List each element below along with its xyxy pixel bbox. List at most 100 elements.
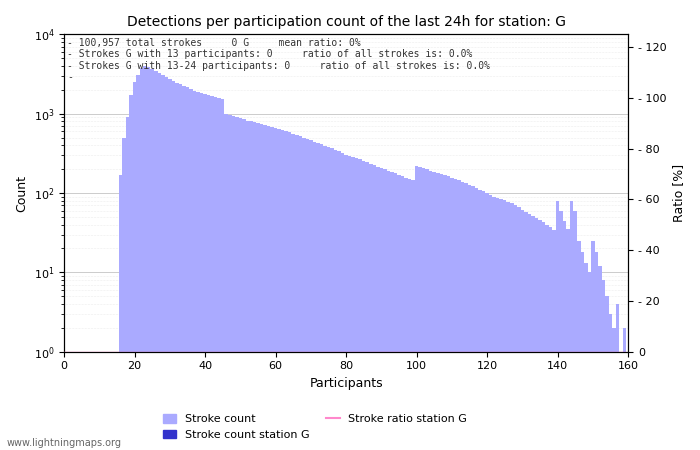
- Text: - 100,957 total strokes     0 G     mean ratio: 0%
- Strokes G with 13 participa: - 100,957 total strokes 0 G mean ratio: …: [67, 37, 490, 82]
- Bar: [136, 75, 140, 450]
- Bar: [535, 218, 538, 450]
- Stroke ratio station G: [423, 349, 431, 355]
- Y-axis label: Ratio [%]: Ratio [%]: [672, 164, 685, 222]
- Bar: [186, 87, 189, 450]
- Bar: [351, 157, 355, 450]
- Bar: [253, 122, 256, 450]
- Bar: [461, 182, 464, 450]
- Bar: [337, 151, 341, 450]
- Bar: [140, 68, 143, 450]
- Bar: [412, 180, 415, 450]
- Legend: Stroke count, Stroke count station G, Stroke ratio station G: Stroke count, Stroke count station G, St…: [158, 410, 472, 445]
- X-axis label: Participants: Participants: [309, 377, 383, 390]
- Stroke ratio station G: [620, 349, 629, 355]
- Bar: [386, 171, 390, 450]
- Stroke ratio station G: [218, 349, 227, 355]
- Bar: [426, 170, 429, 450]
- Bar: [211, 96, 214, 450]
- Bar: [478, 190, 482, 450]
- Bar: [507, 202, 510, 450]
- Bar: [440, 174, 443, 450]
- Bar: [471, 186, 475, 450]
- Bar: [365, 162, 369, 450]
- Bar: [436, 173, 440, 450]
- Bar: [235, 117, 239, 450]
- Bar: [584, 263, 587, 450]
- Bar: [450, 178, 454, 450]
- Bar: [598, 266, 602, 450]
- Bar: [147, 67, 150, 450]
- Title: Detections per participation count of the last 24h for station: G: Detections per participation count of th…: [127, 15, 566, 29]
- Bar: [221, 99, 225, 450]
- Bar: [291, 134, 295, 450]
- Bar: [489, 195, 492, 450]
- Bar: [362, 161, 365, 450]
- Bar: [164, 77, 168, 450]
- Bar: [405, 178, 408, 450]
- Bar: [587, 272, 591, 450]
- Bar: [242, 119, 246, 450]
- Bar: [400, 176, 405, 450]
- Bar: [277, 129, 281, 450]
- Bar: [602, 280, 606, 450]
- Bar: [517, 207, 521, 450]
- Bar: [552, 230, 556, 450]
- Bar: [372, 165, 376, 450]
- Bar: [246, 121, 249, 450]
- Bar: [549, 227, 552, 450]
- Bar: [443, 176, 447, 450]
- Bar: [260, 124, 263, 450]
- Bar: [313, 142, 316, 450]
- Bar: [545, 225, 549, 450]
- Bar: [196, 92, 200, 450]
- Stroke ratio station G: [592, 349, 601, 355]
- Bar: [284, 131, 288, 450]
- Bar: [358, 159, 362, 450]
- Bar: [298, 136, 302, 450]
- Bar: [570, 201, 573, 450]
- Bar: [270, 127, 274, 450]
- Bar: [457, 180, 461, 450]
- Bar: [189, 89, 192, 450]
- Bar: [528, 214, 531, 450]
- Bar: [369, 164, 372, 450]
- Bar: [422, 168, 426, 450]
- Bar: [126, 117, 130, 450]
- Bar: [203, 94, 207, 450]
- Bar: [341, 153, 344, 450]
- Bar: [158, 72, 161, 450]
- Bar: [256, 123, 260, 450]
- Bar: [355, 158, 358, 450]
- Bar: [573, 211, 577, 450]
- Bar: [348, 156, 351, 450]
- Bar: [429, 171, 433, 450]
- Bar: [531, 216, 535, 450]
- Text: www.lightningmaps.org: www.lightningmaps.org: [7, 438, 122, 448]
- Bar: [172, 81, 175, 450]
- Bar: [496, 198, 499, 450]
- Bar: [393, 173, 397, 450]
- Bar: [267, 126, 270, 450]
- Bar: [232, 116, 235, 450]
- Stroke ratio station G: [173, 349, 181, 355]
- Bar: [591, 241, 594, 450]
- Bar: [175, 83, 178, 450]
- Bar: [334, 150, 337, 450]
- Bar: [302, 138, 306, 450]
- Bar: [323, 146, 327, 450]
- Bar: [521, 210, 524, 450]
- Bar: [580, 252, 584, 450]
- Bar: [433, 172, 436, 450]
- Bar: [193, 90, 196, 450]
- Bar: [542, 222, 545, 450]
- Bar: [475, 188, 478, 450]
- Bar: [563, 220, 566, 450]
- Bar: [168, 79, 172, 450]
- Bar: [228, 115, 232, 450]
- Bar: [408, 179, 412, 450]
- Bar: [577, 241, 580, 450]
- Bar: [330, 148, 334, 450]
- Bar: [415, 166, 419, 450]
- Bar: [616, 304, 620, 450]
- Bar: [559, 211, 563, 450]
